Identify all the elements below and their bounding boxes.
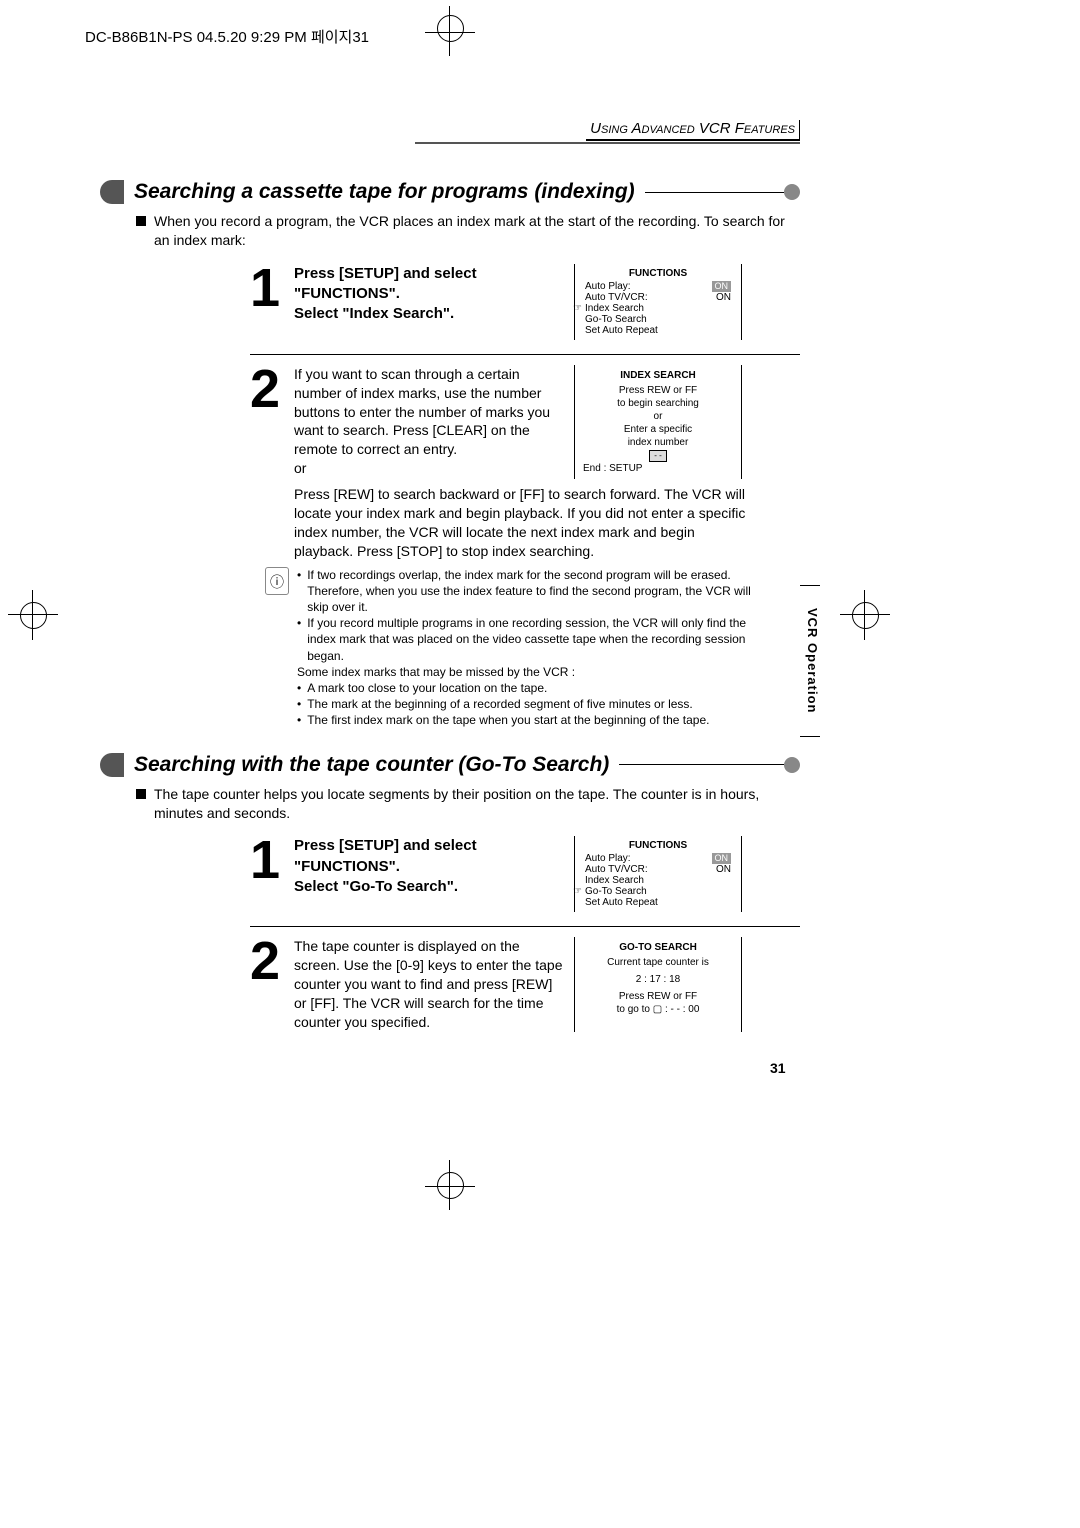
s2-step2-body: The tape counter is displayed on the scr… bbox=[294, 937, 564, 1031]
panel2-l4: Enter a specific bbox=[583, 423, 733, 436]
section-bullet-icon bbox=[100, 180, 124, 204]
s2-panel-title: FUNCTIONS bbox=[583, 840, 733, 851]
s2-step1-line2: Select "Go-To Search". bbox=[294, 878, 458, 895]
side-tab: VCR Operation bbox=[800, 585, 820, 737]
section1-title: Searching a cassette tape for programs (… bbox=[134, 180, 635, 204]
section2-intro: The tape counter helps you locate segmen… bbox=[136, 785, 800, 823]
section2-step1: 1 Press [SETUP] and select "FUNCTIONS". … bbox=[250, 836, 800, 912]
panel-goto: Go-To Search bbox=[585, 314, 647, 325]
note2: If you record multiple programs in one r… bbox=[307, 615, 765, 664]
note3: A mark too close to your location on the… bbox=[307, 680, 547, 696]
functions-panel-2: FUNCTIONS Auto Play: ON Auto TV/VCR: ON In… bbox=[574, 836, 742, 912]
step-number-2: 2 bbox=[250, 365, 294, 479]
section-cap-icon bbox=[784, 184, 800, 200]
section2-title-row: Searching with the tape counter (Go-To S… bbox=[100, 753, 800, 777]
crop-circle-bottom bbox=[437, 1172, 464, 1199]
panel2-l1: Press REW or FF bbox=[583, 384, 733, 397]
s2-panel2-l1: Current tape counter is bbox=[583, 956, 733, 969]
section1-step2: 2 If you want to scan through a certain … bbox=[250, 354, 800, 479]
functions-panel-1: FUNCTIONS Auto Play: ON Auto TV/VCR: ON In… bbox=[574, 264, 742, 340]
step1-body: Press [SETUP] and select "FUNCTIONS". Se… bbox=[294, 264, 564, 340]
panel-title: FUNCTIONS bbox=[583, 268, 733, 279]
panel2-l5: index number bbox=[583, 436, 733, 449]
crop-circle-right bbox=[852, 602, 879, 629]
bullet-icon bbox=[136, 216, 146, 226]
panel2-title: INDEX SEARCH bbox=[583, 369, 733, 382]
panel-setrepeat: Set Auto Repeat bbox=[585, 325, 658, 336]
s2-step1-line1: Press [SETUP] and select "FUNCTIONS". bbox=[294, 837, 477, 874]
page-header: DC-B86B1N-PS 04.5.20 9:29 PM 페이지31 bbox=[85, 26, 369, 47]
goto-search-panel: GO-TO SEARCH Current tape counter is 2 :… bbox=[574, 937, 742, 1031]
section1-intro-text: When you record a program, the VCR place… bbox=[154, 212, 800, 250]
section-bullet-icon bbox=[100, 753, 124, 777]
s2-panel2-l3: Press REW or FF bbox=[583, 990, 733, 1003]
section2-intro-text: The tape counter helps you locate segmen… bbox=[154, 785, 800, 823]
panel2-l2: to begin searching bbox=[583, 397, 733, 410]
info-icon bbox=[265, 567, 289, 595]
chapter-tag: Using Advanced VCR Features bbox=[586, 120, 800, 141]
s2-panel-autoplay: Auto Play: bbox=[585, 853, 631, 864]
notes-row: If two recordings overlap, the index mar… bbox=[265, 567, 765, 729]
note4: The mark at the beginning of a recorded … bbox=[307, 696, 693, 712]
step2-text: If you want to scan through a certain nu… bbox=[294, 366, 550, 458]
panel-autoplay: Auto Play: bbox=[585, 281, 631, 292]
notes-list: If two recordings overlap, the index mar… bbox=[297, 567, 765, 729]
panel-autotv: Auto TV/VCR: bbox=[585, 292, 648, 303]
s2-panel-autoplay-val: ON bbox=[712, 853, 732, 864]
crop-circle-left bbox=[20, 602, 47, 629]
panel-indexsearch: Index Search bbox=[585, 303, 644, 314]
section1-intro: When you record a program, the VCR place… bbox=[136, 212, 800, 250]
s2-panel-setrepeat: Set Auto Repeat bbox=[585, 897, 658, 908]
chapter-underline bbox=[415, 142, 800, 144]
step2-body: If you want to scan through a certain nu… bbox=[294, 365, 564, 479]
step-number-1b: 1 bbox=[250, 836, 294, 912]
panel2-end: End : SETUP bbox=[583, 462, 733, 475]
section1-step1: 1 Press [SETUP] and select "FUNCTIONS". … bbox=[250, 264, 800, 340]
s2-panel-indexsearch: Index Search bbox=[585, 875, 644, 886]
s2-panel-goto: Go-To Search bbox=[585, 886, 647, 897]
page-number: 31 bbox=[770, 1060, 786, 1076]
s2-panel2-title: GO-TO SEARCH bbox=[583, 941, 733, 954]
step1-line1: Press [SETUP] and select "FUNCTIONS". bbox=[294, 265, 477, 302]
s2-step1-body: Press [SETUP] and select "FUNCTIONS". Se… bbox=[294, 836, 564, 912]
s2-panel2-l2: 2 : 17 : 18 bbox=[583, 973, 733, 986]
crop-circle-top bbox=[437, 15, 464, 42]
bullet-icon bbox=[136, 789, 146, 799]
note-some: Some index marks that may be missed by t… bbox=[297, 664, 765, 680]
step1-line2: Select "Index Search". bbox=[294, 305, 454, 322]
section-cap-icon bbox=[784, 757, 800, 773]
s2-panel-autotv: Auto TV/VCR: bbox=[585, 864, 648, 875]
panel2-l3: or bbox=[583, 410, 733, 423]
section-line bbox=[645, 192, 784, 193]
panel2-btn: - - bbox=[649, 450, 667, 462]
step2-or: or bbox=[294, 460, 306, 476]
step-number-1: 1 bbox=[250, 264, 294, 340]
s2-panel-autotv-val: ON bbox=[716, 864, 731, 875]
section2-step2: 2 The tape counter is displayed on the s… bbox=[250, 926, 800, 1031]
s2-panel2-l4: to go to ▢ : - - : 00 bbox=[583, 1003, 733, 1016]
index-search-panel: INDEX SEARCH Press REW or FF to begin se… bbox=[574, 365, 742, 479]
section-line bbox=[619, 764, 784, 765]
step-number-2b: 2 bbox=[250, 937, 294, 1031]
section1-title-row: Searching a cassette tape for programs (… bbox=[100, 180, 800, 204]
panel-autoplay-val: ON bbox=[712, 281, 732, 292]
note5: The first index mark on the tape when yo… bbox=[307, 712, 709, 728]
step2-continued: Press [REW] to search backward or [FF] t… bbox=[294, 485, 754, 561]
section2-title: Searching with the tape counter (Go-To S… bbox=[134, 753, 609, 777]
panel-autotv-val: ON bbox=[716, 292, 731, 303]
note1: If two recordings overlap, the index mar… bbox=[307, 567, 765, 616]
